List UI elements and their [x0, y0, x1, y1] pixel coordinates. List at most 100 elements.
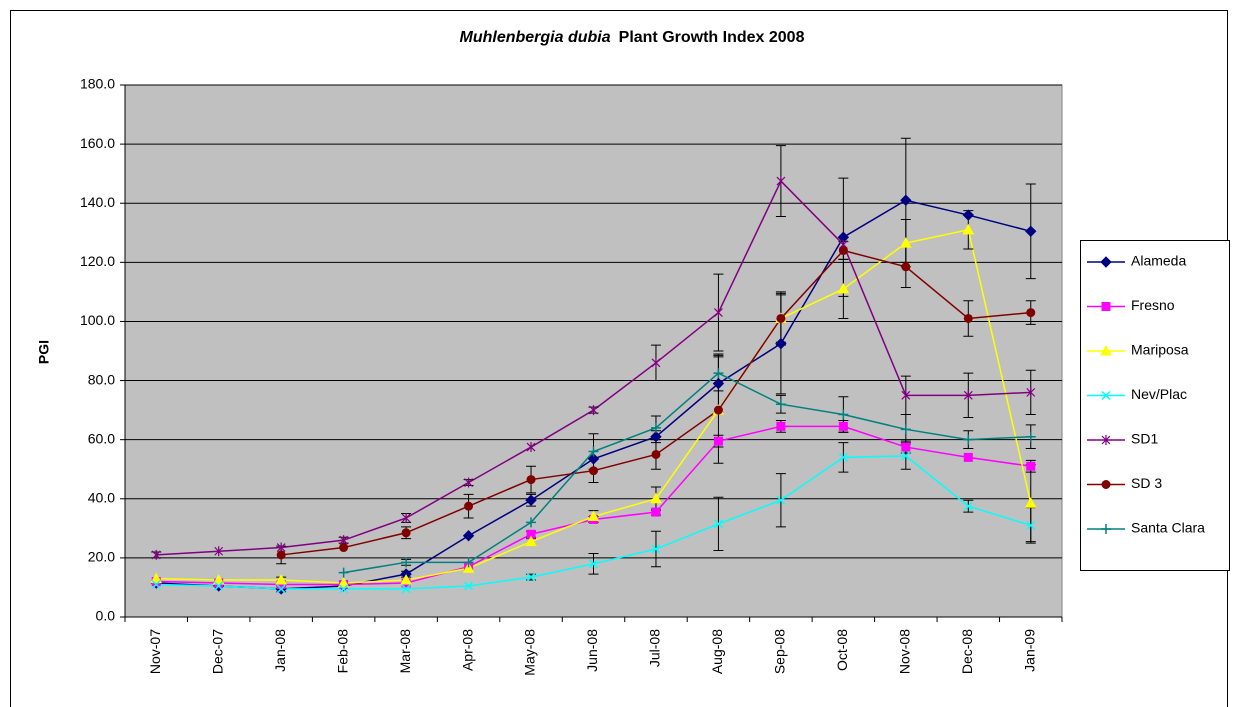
y-axis-label: PGI — [36, 340, 52, 364]
plot-area — [124, 84, 1063, 618]
x-tick-label: Nov-08 — [897, 629, 913, 674]
marker — [838, 452, 848, 462]
marker — [462, 530, 475, 542]
legend-label: Fresno — [1131, 297, 1175, 313]
x-tick-label: Dec-08 — [959, 629, 975, 674]
marker — [901, 262, 911, 272]
marker — [776, 495, 786, 505]
marker — [337, 576, 350, 588]
y-tick-label: 180.0 — [80, 76, 115, 92]
marker — [462, 562, 475, 573]
marker — [776, 176, 786, 187]
chart-title: Muhlenbergia dubia Plant Growth Index 200… — [460, 29, 805, 46]
legend-label: SD1 — [1131, 431, 1158, 447]
marker — [1026, 308, 1036, 318]
marker — [526, 442, 536, 453]
marker — [901, 390, 911, 401]
y-tick-label: 40.0 — [88, 489, 115, 505]
legend-marker — [1101, 524, 1111, 534]
legend-label: Nev/Plac — [1131, 386, 1187, 402]
marker — [401, 528, 411, 538]
marker — [525, 494, 537, 506]
marker — [714, 307, 723, 318]
marker — [401, 512, 411, 523]
x-tick-label: Sep-08 — [772, 629, 788, 674]
marker — [464, 581, 474, 591]
marker — [338, 567, 349, 578]
marker — [587, 510, 600, 522]
marker — [962, 223, 975, 235]
marker — [651, 507, 661, 517]
legend-label: Mariposa — [1131, 342, 1189, 358]
x-tick-label: May-08 — [522, 629, 538, 676]
y-tick-label: 160.0 — [80, 135, 115, 151]
marker — [776, 313, 786, 323]
marker — [713, 405, 723, 415]
marker — [276, 550, 286, 560]
marker — [1026, 520, 1036, 530]
marker — [463, 557, 474, 568]
marker — [400, 574, 412, 585]
marker — [151, 579, 161, 590]
legend-marker — [1100, 256, 1112, 268]
x-tick-label: Dec-07 — [209, 629, 225, 674]
marker — [1026, 387, 1036, 398]
legend-label: Alameda — [1131, 253, 1186, 269]
x-tick-label: Jul-08 — [647, 629, 663, 667]
marker — [401, 584, 411, 594]
marker — [526, 517, 537, 528]
x-tick-label: Jan-08 — [272, 629, 288, 672]
marker — [963, 390, 973, 401]
marker — [713, 368, 724, 379]
legend-marker — [1101, 435, 1111, 445]
x-tick-label: Nov-07 — [147, 629, 163, 674]
y-tick-label: 0.0 — [96, 608, 116, 624]
marker — [525, 535, 537, 547]
y-tick-label: 140.0 — [80, 194, 115, 210]
legend-label: SD 3 — [1131, 475, 1162, 491]
x-tick-label: Oct-08 — [834, 629, 850, 671]
y-tick-label: 60.0 — [88, 430, 115, 446]
marker — [587, 453, 600, 465]
y-tick-label: 120.0 — [80, 253, 115, 269]
series-line — [343, 372, 1031, 574]
legend-marker — [1100, 344, 1112, 356]
marker — [588, 559, 599, 569]
marker — [838, 409, 849, 420]
marker — [650, 422, 661, 433]
marker — [651, 357, 661, 368]
marker — [651, 544, 661, 554]
marker — [713, 519, 723, 529]
legend-marker — [1101, 480, 1111, 489]
marker — [650, 492, 662, 504]
x-tick-label: Aug-08 — [709, 629, 725, 674]
x-tick-label: Mar-08 — [397, 629, 413, 674]
marker — [214, 546, 224, 557]
marker — [401, 557, 412, 568]
marker — [963, 434, 974, 445]
marker — [276, 584, 286, 594]
marker — [650, 431, 662, 443]
marker — [713, 436, 723, 446]
marker — [900, 424, 911, 435]
legend — [1080, 240, 1230, 571]
title-species: Muhlenbergia dubia — [460, 29, 611, 46]
legend-label: Santa Clara — [1131, 520, 1205, 536]
marker — [900, 194, 912, 206]
marker — [1024, 497, 1037, 508]
y-tick-label: 20.0 — [88, 549, 115, 565]
marker — [339, 584, 349, 594]
marker — [837, 282, 850, 294]
x-tick-label: Apr-08 — [459, 629, 475, 671]
marker — [1026, 461, 1036, 471]
marker — [1025, 431, 1036, 442]
marker — [776, 421, 786, 431]
marker — [775, 399, 786, 410]
title-text: Plant Growth Index 2008 — [619, 29, 805, 46]
marker — [962, 209, 975, 221]
marker — [901, 451, 911, 461]
marker — [589, 466, 598, 476]
marker — [899, 237, 912, 248]
marker — [775, 337, 787, 350]
